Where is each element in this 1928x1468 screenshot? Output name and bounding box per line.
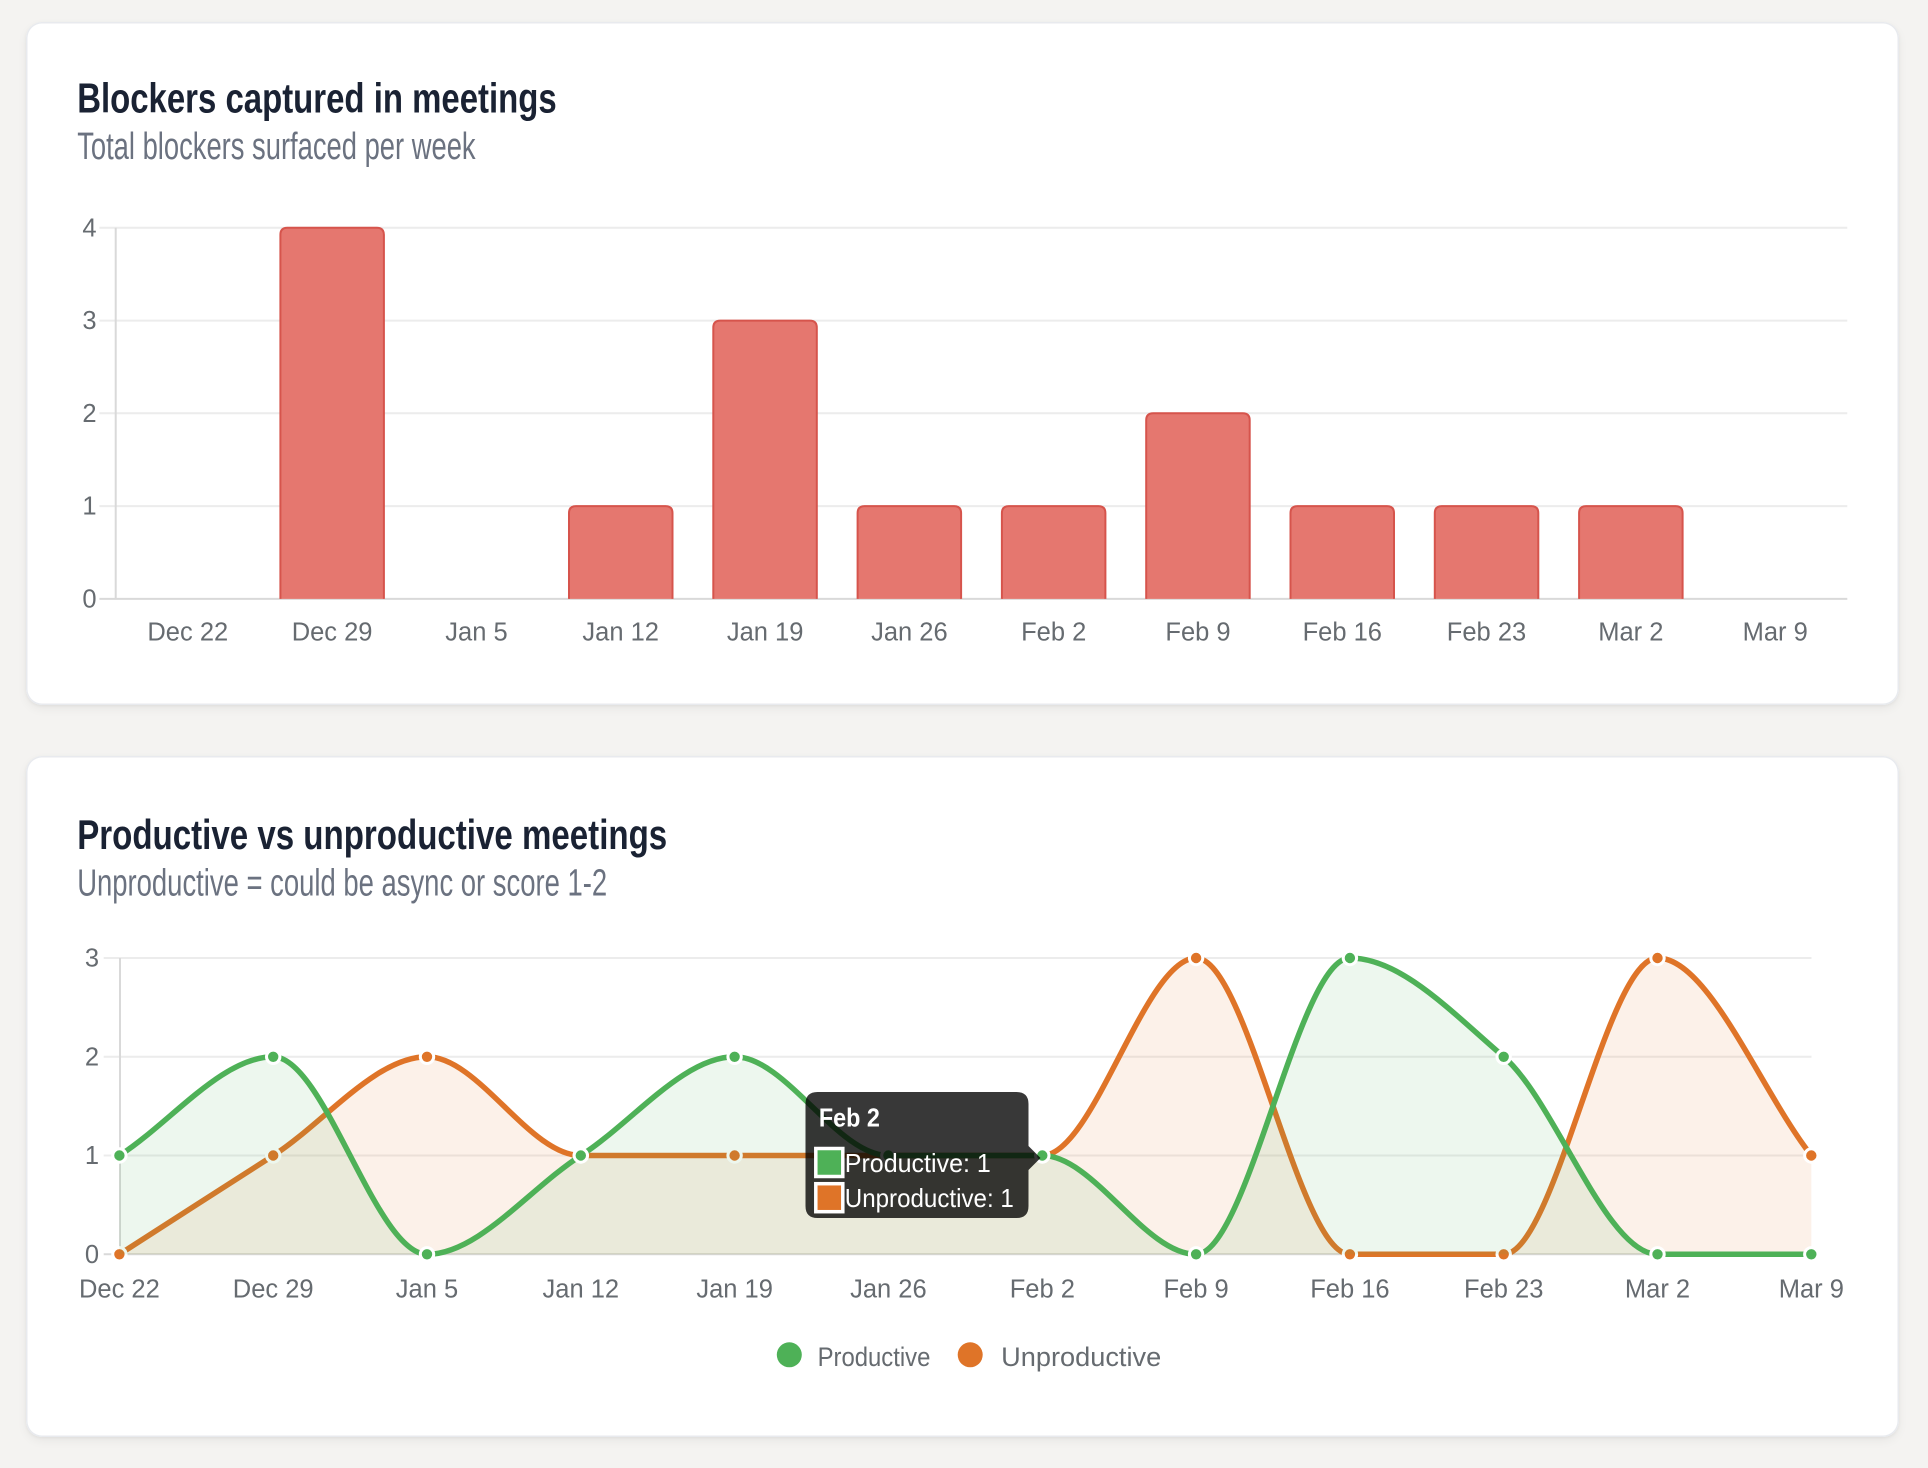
svg-text:1: 1 bbox=[82, 493, 96, 521]
svg-text:Feb 23: Feb 23 bbox=[1464, 1276, 1543, 1304]
svg-text:Feb 16: Feb 16 bbox=[1302, 619, 1381, 647]
svg-text:Unproductive: Unproductive bbox=[1001, 1342, 1161, 1372]
svg-text:Mar 9: Mar 9 bbox=[1778, 1276, 1843, 1304]
svg-text:Unproductive = could be async: Unproductive = could be async or score 1… bbox=[77, 863, 607, 905]
svg-text:Jan 19: Jan 19 bbox=[726, 619, 803, 647]
svg-text:Feb 9: Feb 9 bbox=[1163, 1276, 1228, 1304]
svg-text:Feb 2: Feb 2 bbox=[1021, 619, 1086, 647]
svg-text:Feb 16: Feb 16 bbox=[1310, 1276, 1389, 1304]
svg-text:Dec 22: Dec 22 bbox=[79, 1276, 160, 1304]
svg-text:Jan 5: Jan 5 bbox=[445, 619, 507, 647]
svg-text:3: 3 bbox=[82, 307, 96, 335]
svg-text:0: 0 bbox=[84, 1241, 98, 1269]
svg-text:Productive: 1: Productive: 1 bbox=[844, 1148, 990, 1178]
svg-text:Mar 2: Mar 2 bbox=[1624, 1276, 1689, 1304]
svg-text:Jan 26: Jan 26 bbox=[850, 1276, 927, 1304]
svg-text:Feb 9: Feb 9 bbox=[1165, 619, 1230, 647]
svg-text:Mar 9: Mar 9 bbox=[1742, 619, 1807, 647]
svg-text:3: 3 bbox=[84, 945, 98, 973]
svg-text:Feb 23: Feb 23 bbox=[1446, 619, 1525, 647]
svg-text:Total blockers surfaced per we: Total blockers surfaced per week bbox=[77, 126, 476, 168]
svg-text:Productive vs unproductive mee: Productive vs unproductive meetings bbox=[77, 811, 667, 858]
svg-text:Jan 26: Jan 26 bbox=[871, 619, 948, 647]
svg-text:4: 4 bbox=[82, 214, 96, 242]
svg-text:2: 2 bbox=[82, 400, 96, 428]
svg-text:1: 1 bbox=[84, 1142, 98, 1170]
svg-text:Jan 12: Jan 12 bbox=[582, 619, 659, 647]
svg-text:Unproductive: 1: Unproductive: 1 bbox=[844, 1183, 1013, 1213]
svg-text:Feb 2: Feb 2 bbox=[1009, 1276, 1074, 1304]
svg-text:Jan 12: Jan 12 bbox=[542, 1276, 619, 1304]
svg-text:Dec 29: Dec 29 bbox=[291, 619, 372, 647]
svg-text:Dec 22: Dec 22 bbox=[147, 619, 228, 647]
svg-text:Blockers captured in meetings: Blockers captured in meetings bbox=[77, 75, 557, 122]
svg-text:2: 2 bbox=[84, 1043, 98, 1071]
svg-text:Mar 2: Mar 2 bbox=[1598, 619, 1663, 647]
svg-text:Jan 19: Jan 19 bbox=[696, 1276, 773, 1304]
svg-text:Dec 29: Dec 29 bbox=[232, 1276, 313, 1304]
svg-text:Jan 5: Jan 5 bbox=[395, 1276, 457, 1304]
svg-text:Productive: Productive bbox=[817, 1342, 930, 1372]
svg-text:Feb 2: Feb 2 bbox=[818, 1103, 879, 1133]
svg-text:0: 0 bbox=[82, 585, 96, 613]
